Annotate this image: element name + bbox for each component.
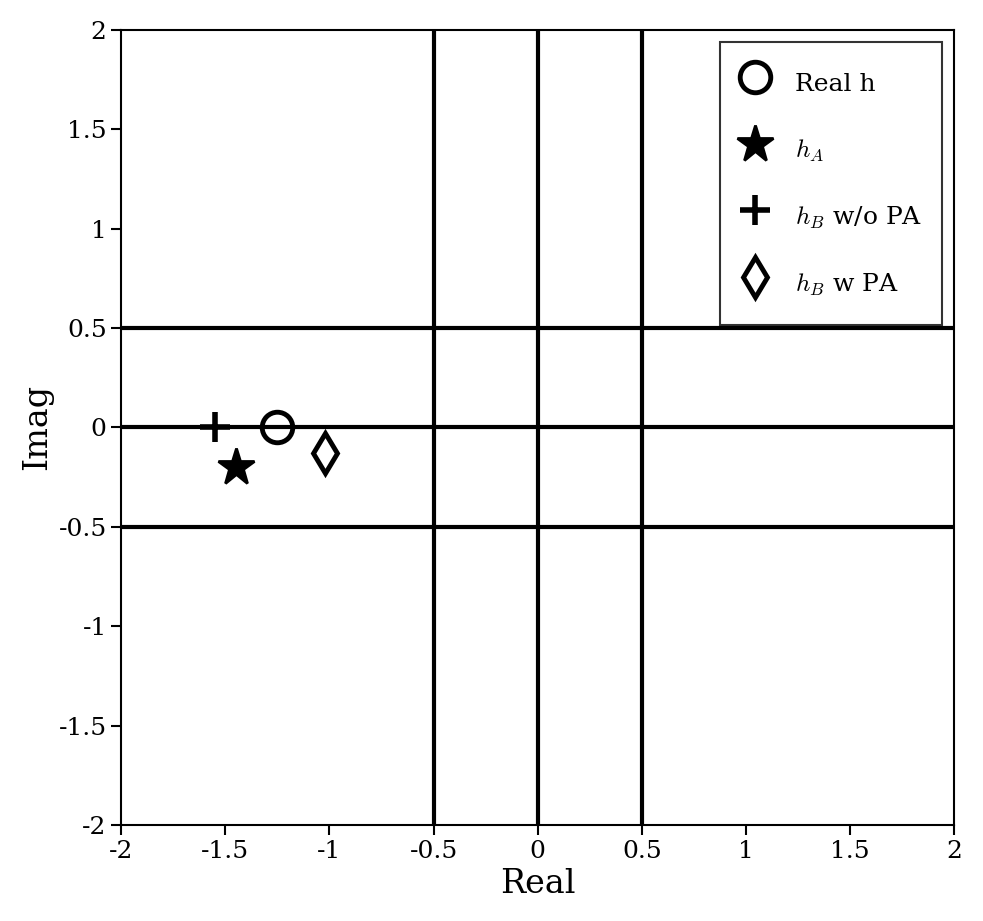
X-axis label: Real: Real: [500, 869, 575, 900]
Legend: Real h, $h_A$, $h_B$ w/o PA, $h_B$ w PA: Real h, $h_A$, $h_B$ w/o PA, $h_B$ w PA: [720, 42, 942, 325]
Y-axis label: Imag: Imag: [21, 384, 53, 471]
